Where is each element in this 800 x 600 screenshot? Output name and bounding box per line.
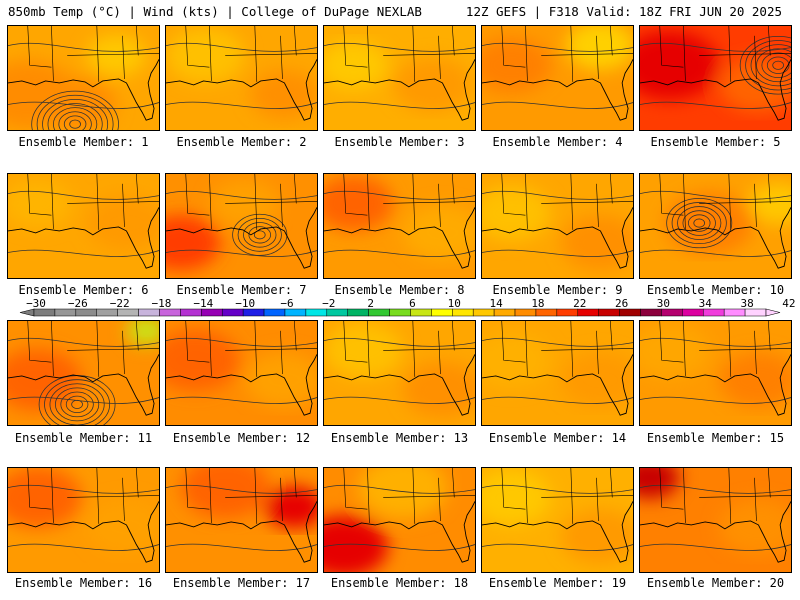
colorbar-swatch: [493, 308, 516, 317]
colorbar-swatch: [682, 308, 704, 317]
colorbar-swatch: [96, 308, 118, 317]
ensemble-member-map: [323, 320, 476, 426]
ensemble-member-map: [639, 467, 792, 573]
ensemble-member-label: Ensemble Member: 9: [492, 283, 623, 297]
ensemble-member-label: Ensemble Member: 7: [176, 283, 307, 297]
colorbar-swatch: [180, 308, 202, 317]
ensemble-member-label: Ensemble Member: 18: [330, 576, 469, 590]
colorbar-swatch: [159, 308, 181, 317]
colorbar-tick-label: 22: [573, 297, 587, 310]
colorbar-swatch: [347, 308, 369, 317]
ensemble-member-label: Ensemble Member: 3: [334, 135, 465, 149]
ensemble-member-map: [481, 467, 634, 573]
colorbar-tick-label: 10: [447, 297, 461, 310]
ensemble-member-map: [7, 173, 160, 279]
ensemble-member-map: [481, 25, 634, 131]
colorbar-tick-label: −6: [280, 297, 294, 310]
run-valid-time: 12Z GEFS | F318 Valid: 18Z FRI JUN 20 20…: [465, 4, 782, 19]
colorbar-swatch: [263, 308, 286, 317]
colorbar-max-arrow: [765, 308, 781, 317]
ensemble-member-map: [639, 173, 792, 279]
colorbar-tick-label: 30: [656, 297, 671, 310]
colorbar-min-arrow: [19, 308, 35, 317]
ensemble-member-map: [481, 320, 634, 426]
colorbar-swatch: [117, 308, 139, 317]
colorbar-tick-label: 34: [698, 297, 712, 310]
ensemble-member-label: Ensemble Member: 10: [646, 283, 785, 297]
colorbar-swatch: [305, 308, 328, 317]
colorbar-swatch: [556, 308, 579, 317]
colorbar-swatch: [535, 308, 558, 317]
colorbar-tick-label: 38: [740, 297, 754, 310]
colorbar-swatch: [326, 308, 348, 317]
ensemble-member-label: Ensemble Member: 20: [646, 576, 785, 590]
colorbar-swatch: [138, 308, 160, 317]
colorbar-tick-label: −10: [235, 297, 256, 310]
ensemble-member-label: Ensemble Member: 6: [18, 283, 149, 297]
ensemble-member-label: Ensemble Member: 16: [14, 576, 153, 590]
colorbar-swatch: [410, 308, 432, 317]
colorbar-tick-label: 18: [531, 297, 545, 310]
ensemble-member-label: Ensemble Member: 12: [172, 431, 311, 445]
ensemble-member-map: [165, 25, 318, 131]
colorbar-swatch: [619, 308, 641, 317]
colorbar-swatch: [201, 308, 223, 317]
colorbar-swatch: [640, 308, 662, 317]
ensemble-member-map: [639, 25, 792, 131]
colorbar-tick-label: −18: [151, 297, 172, 310]
colorbar-swatch: [54, 308, 77, 317]
colorbar-swatch: [368, 308, 390, 317]
colorbar-tick-label: −14: [193, 297, 214, 310]
colorbar-swatch: [577, 308, 599, 317]
colorbar-tick-label: 2: [367, 297, 374, 310]
ensemble-member-map: [165, 320, 318, 426]
ensemble-member-map: [481, 173, 634, 279]
colorbar-swatch: [472, 308, 495, 317]
ensemble-member-label: Ensemble Member: 2: [176, 135, 307, 149]
colorbar-tick-label: 14: [489, 297, 503, 310]
colorbar-swatch: [661, 308, 683, 317]
colorbar-swatch: [431, 308, 453, 317]
ensemble-member-map: [7, 25, 160, 131]
ensemble-member-map: [323, 173, 476, 279]
colorbar-swatch: [514, 308, 537, 317]
ensemble-member-map: [165, 467, 318, 573]
colorbar-swatch: [75, 308, 97, 317]
map-title: 850mb Temp (°C) | Wind (kts) | College o…: [8, 4, 422, 19]
ensemble-member-map: [639, 320, 792, 426]
colorbar-tick-label: 26: [614, 297, 629, 310]
colorbar-tick-label: −30: [26, 297, 46, 310]
colorbar-swatch: [389, 308, 411, 317]
temperature-colorbar: [19, 308, 781, 317]
colorbar-swatch: [242, 308, 265, 317]
colorbar-tick-label: 42: [782, 297, 796, 310]
ensemble-member-label: Ensemble Member: 8: [334, 283, 465, 297]
colorbar-tick-label: 6: [409, 297, 416, 310]
ensemble-member-map: [323, 467, 476, 573]
colorbar-swatch: [598, 308, 620, 317]
ensemble-member-label: Ensemble Member: 14: [488, 431, 627, 445]
colorbar-swatch: [744, 308, 767, 317]
ensemble-member-map: [7, 467, 160, 573]
ensemble-member-label: Ensemble Member: 15: [646, 431, 785, 445]
colorbar-tick-label: −2: [322, 297, 336, 310]
colorbar-swatch: [221, 308, 244, 317]
ensemble-member-map: [7, 320, 160, 426]
ensemble-member-label: Ensemble Member: 5: [650, 135, 781, 149]
colorbar-swatch: [703, 308, 725, 317]
ensemble-member-label: Ensemble Member: 11: [14, 431, 153, 445]
colorbar-swatch: [452, 308, 474, 317]
ensemble-member-label: Ensemble Member: 1: [18, 135, 149, 149]
colorbar-swatch: [33, 308, 56, 317]
colorbar-tick-label: −26: [67, 297, 88, 310]
ensemble-member-label: Ensemble Member: 4: [492, 135, 623, 149]
ensemble-member-label: Ensemble Member: 13: [330, 431, 469, 445]
colorbar-swatch: [284, 308, 307, 317]
colorbar-tick-label: −22: [109, 297, 130, 310]
ensemble-member-label: Ensemble Member: 17: [172, 576, 311, 590]
ensemble-member-label: Ensemble Member: 19: [488, 576, 627, 590]
colorbar-swatch: [723, 308, 746, 317]
ensemble-member-map: [323, 25, 476, 131]
ensemble-member-map: [165, 173, 318, 279]
